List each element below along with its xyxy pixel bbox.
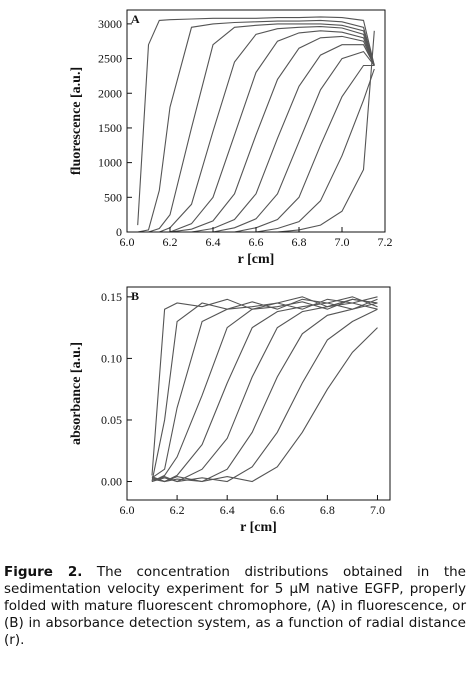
y-tick-label: 0.05 bbox=[101, 413, 122, 427]
x-tick-label: 6.2 bbox=[170, 503, 185, 517]
data-line bbox=[137, 23, 375, 232]
y-tick-label: 1000 bbox=[98, 156, 122, 170]
data-line bbox=[137, 30, 375, 232]
data-line bbox=[151, 302, 378, 483]
y-tick-label: 1500 bbox=[98, 121, 122, 135]
data-line bbox=[151, 327, 378, 483]
x-tick-label: 7.0 bbox=[370, 503, 385, 517]
data-line bbox=[137, 50, 375, 232]
x-tick-label: 6.0 bbox=[120, 503, 135, 517]
data-line bbox=[137, 30, 375, 232]
panel-label: A bbox=[131, 12, 140, 26]
data-line bbox=[151, 296, 378, 476]
x-tick-label: 7.0 bbox=[335, 235, 350, 249]
x-tick-label: 6.8 bbox=[320, 503, 335, 517]
x-axis-title: r [cm] bbox=[238, 252, 275, 267]
x-tick-label: 6.2 bbox=[163, 235, 178, 249]
y-tick-label: 500 bbox=[104, 190, 122, 204]
y-axis-title: fluorescence [a.u.] bbox=[69, 67, 84, 175]
plot-frame bbox=[126, 286, 391, 501]
y-axis-title: absorbance [a.u.] bbox=[69, 342, 84, 445]
caption: Figure 2. The concentration distribution… bbox=[4, 564, 466, 649]
caption-label: Figure 2. bbox=[4, 564, 83, 580]
data-line bbox=[137, 68, 375, 232]
caption-text: The concentration distributions obtained… bbox=[4, 564, 466, 648]
y-tick-label: 3000 bbox=[98, 17, 122, 31]
plot-frame bbox=[126, 9, 386, 233]
data-line bbox=[137, 16, 375, 226]
y-tick-label: 0.00 bbox=[101, 475, 122, 489]
data-line bbox=[151, 298, 378, 483]
data-line bbox=[137, 44, 375, 232]
x-axis-title: r [cm] bbox=[240, 520, 277, 535]
y-tick-label: 2000 bbox=[98, 86, 122, 100]
data-line bbox=[151, 298, 378, 482]
y-tick-label: 0.10 bbox=[101, 351, 122, 365]
x-tick-label: 7.2 bbox=[378, 235, 393, 249]
data-line bbox=[151, 296, 378, 482]
y-tick-label: 0 bbox=[116, 225, 122, 239]
data-line bbox=[137, 64, 375, 232]
panel-label: B bbox=[131, 289, 139, 303]
figure: 6.0 6.2 6.4 6.6 6.8 7.0 7.2 0 500 1000 1500 2000 250… bbox=[69, 9, 393, 535]
data-line bbox=[151, 296, 378, 479]
y-tick-label: 0.15 bbox=[101, 290, 122, 304]
x-tick-label: 6.0 bbox=[120, 235, 135, 249]
x-tick-label: 6.6 bbox=[270, 503, 285, 517]
x-tick-label: 6.4 bbox=[206, 235, 221, 249]
data-line bbox=[137, 26, 375, 232]
x-tick-label: 6.6 bbox=[249, 235, 264, 249]
data-line bbox=[137, 35, 375, 232]
data-line bbox=[137, 19, 375, 232]
data-line bbox=[151, 302, 378, 483]
x-tick-label: 6.8 bbox=[292, 235, 307, 249]
data-line bbox=[151, 308, 378, 483]
x-tick-label: 6.4 bbox=[220, 503, 235, 517]
y-tick-label: 2500 bbox=[98, 52, 122, 66]
